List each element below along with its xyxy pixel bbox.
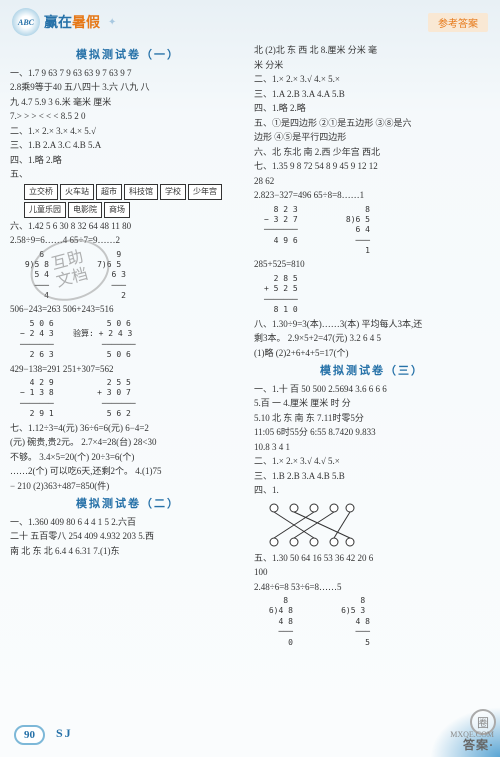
box-item: 少年宫 — [188, 184, 222, 200]
answer-line: 六、北 东北 南 2.西 少年宫 西北 — [254, 146, 490, 160]
answer-line: 二、1.× 2.× 3.√ 4.√ 5.× — [254, 455, 490, 469]
test-title-3: 模拟测试卷（三） — [254, 363, 490, 380]
answer-line: 一、1.十 百 50 500 2.5694 3.6 6 6 6 — [254, 383, 490, 397]
answer-line: 九 4.7 5.9 3 6.米 毫米 厘米 — [10, 96, 246, 110]
box-item: 超市 — [96, 184, 122, 200]
answer-line: 五、1.30 50 64 16 53 36 42 20 6 — [254, 552, 490, 566]
arithmetic-work: 8 2 3 8 − 3 2 7 8)6 5 ─────── 6 4 4 9 6 … — [264, 205, 490, 257]
answer-line: 28 62 — [254, 175, 490, 189]
answer-line: (1)略 (2)2+6+4+5=17(个) — [254, 347, 490, 361]
answer-line: 5.百 一 4.厘米 厘米 时 分 — [254, 397, 490, 411]
answer-line: 八、1.30÷9=3(本)……3(本) 平均每人3本,还 — [254, 318, 490, 332]
star-icon: ✦ — [108, 17, 116, 28]
answer-line: 285+525=810 — [254, 258, 490, 272]
answer-line: 一、1.360 409 80 6 4 4 1 5 2.六百 — [10, 516, 246, 530]
answer-line: 三、1.B 2.B 3.A 4.B 5.B — [254, 470, 490, 484]
answer-line: 七、1.35 9 8 72 54 8 9 45 9 12 12 — [254, 160, 490, 174]
answer-line: − 210 (2)363+487=850(件) — [10, 480, 246, 494]
page-header: ABC 赢在暑假 ✦ 参考答案 — [0, 0, 500, 40]
answer-line: 五、 — [10, 168, 246, 182]
answer-line: 三、1.A 2.B 3.A 4.A 5.B — [254, 88, 490, 102]
answer-line: 2.58÷9=6……4 65÷7=9……2 — [10, 234, 246, 248]
subtraction-work: 5 0 6 5 0 6 − 2 4 3 验算: + 2 4 3 ─────── … — [20, 319, 246, 361]
answer-line: 10.8 3 4 1 — [254, 441, 490, 455]
answer-line: 边形 ④⑤是平行四边形 — [254, 131, 490, 145]
addition-work: 2 8 5 + 5 2 5 ─────── 8 1 0 — [264, 274, 490, 316]
box-item: 儿童乐园 — [24, 202, 66, 218]
long-division: 6 9 9)5 8 7)6 5 5 4 6 3 ─── ─── 4 2 — [20, 250, 246, 302]
answer-line: 剩3本。 2.9×5+2=47(元) 3.2 6 4 5 — [254, 332, 490, 346]
box-item: 商场 — [104, 202, 130, 218]
answer-line: ……2(个) 可以吃6天,还剩2个。 4.(1)75 — [10, 465, 246, 479]
answer-line: 四、1. — [254, 484, 490, 498]
answer-line: 一、1.7 9 63 7 9 63 63 9 7 63 9 7 — [10, 67, 246, 81]
test-title-1: 模拟测试卷（一） — [10, 47, 246, 64]
test-title-2: 模拟测试卷（二） — [10, 496, 246, 513]
answer-line: 506−243=263 506+243=516 — [10, 303, 246, 317]
answer-line: 二十 五百零八 254 409 4.932 203 5.西 — [10, 530, 246, 544]
arithmetic-work: 4 2 9 2 5 5 − 1 3 8 + 3 0 7 ─────── ────… — [20, 378, 246, 420]
answer-line: 2.48÷6=8 53÷6=8……5 — [254, 581, 490, 595]
long-division: 8 8 6)4 8 6)5 3 4 8 4 8 ─── ─── 0 5 — [264, 596, 490, 648]
answer-key-tag: 参考答案 — [428, 13, 488, 32]
answer-line: 100 — [254, 566, 490, 580]
matching-diagram — [266, 500, 356, 550]
answer-line: 四、1.略 2.略 — [10, 154, 246, 168]
box-item: 电影院 — [68, 202, 102, 218]
box-item: 学校 — [160, 184, 186, 200]
abc-logo-icon: ABC — [12, 8, 40, 36]
answer-line: 5.10 北 东 南 东 7.11时零5分 — [254, 412, 490, 426]
box-item: 火车站 — [60, 184, 94, 200]
answer-line: 2.8乘9等于40 五八四十 3.六 八九 八 — [10, 81, 246, 95]
box-item: 科技馆 — [124, 184, 158, 200]
answer-line: 429−138=291 251+307=562 — [10, 363, 246, 377]
book-title: 赢在暑假 — [44, 12, 100, 32]
answer-line: 七、1.12÷3=4(元) 36÷6=6(元) 6−4=2 — [10, 422, 246, 436]
answer-line: 7.> > > < < < 8.5 2 0 — [10, 110, 246, 124]
location-boxes: 立交桥 火车站 超市 科技馆 学校 少年宫 儿童乐园 电影院 商场 — [24, 184, 246, 218]
content-area: 模拟测试卷（一） 一、1.7 9 63 7 9 63 63 9 7 63 9 7… — [0, 40, 500, 650]
footer-brand: 答案· — [463, 736, 494, 753]
box-item: 立交桥 — [24, 184, 58, 200]
answer-line: 米 分米 — [254, 59, 490, 73]
answer-line: 南 北 东 北 6.4 4 6.31 7.(1)东 — [10, 545, 246, 559]
answer-line: 六、1.42 5 6 30 8 32 64 48 11 80 — [10, 220, 246, 234]
left-column: 模拟测试卷（一） 一、1.7 9 63 7 9 63 63 9 7 63 9 7… — [10, 44, 246, 650]
answer-line: 三、1.B 2.A 3.C 4.B 5.A — [10, 139, 246, 153]
answer-line: 二、1.× 2.× 3.√ 4.× 5.× — [254, 73, 490, 87]
answer-line: 2.823−327=496 65÷8=8……1 — [254, 189, 490, 203]
right-column: 北 (2)北 东 西 北 8.厘米 分米 毫 米 分米 二、1.× 2.× 3.… — [254, 44, 490, 650]
answer-line: 五、①是四边形 ②①是五边形 ③⑧是六 — [254, 117, 490, 131]
answer-line: 四、1.略 2.略 — [254, 102, 490, 116]
sj-label: SJ — [56, 726, 73, 741]
answer-line: 北 (2)北 东 西 北 8.厘米 分米 毫 — [254, 44, 490, 58]
answer-line: (元) 碗贵,贵2元。 2.7×4=28(台) 28<30 — [10, 436, 246, 450]
answer-line: 11:05 6时55分 6:55 8.7420 9.833 — [254, 426, 490, 440]
logo-area: ABC 赢在暑假 ✦ — [12, 8, 116, 36]
page-number: 90 — [14, 725, 45, 745]
answer-line: 二、1.× 2.× 3.× 4.× 5.√ — [10, 125, 246, 139]
answer-line: 不够。 3.4×5=20(个) 20÷3=6(个) — [10, 451, 246, 465]
